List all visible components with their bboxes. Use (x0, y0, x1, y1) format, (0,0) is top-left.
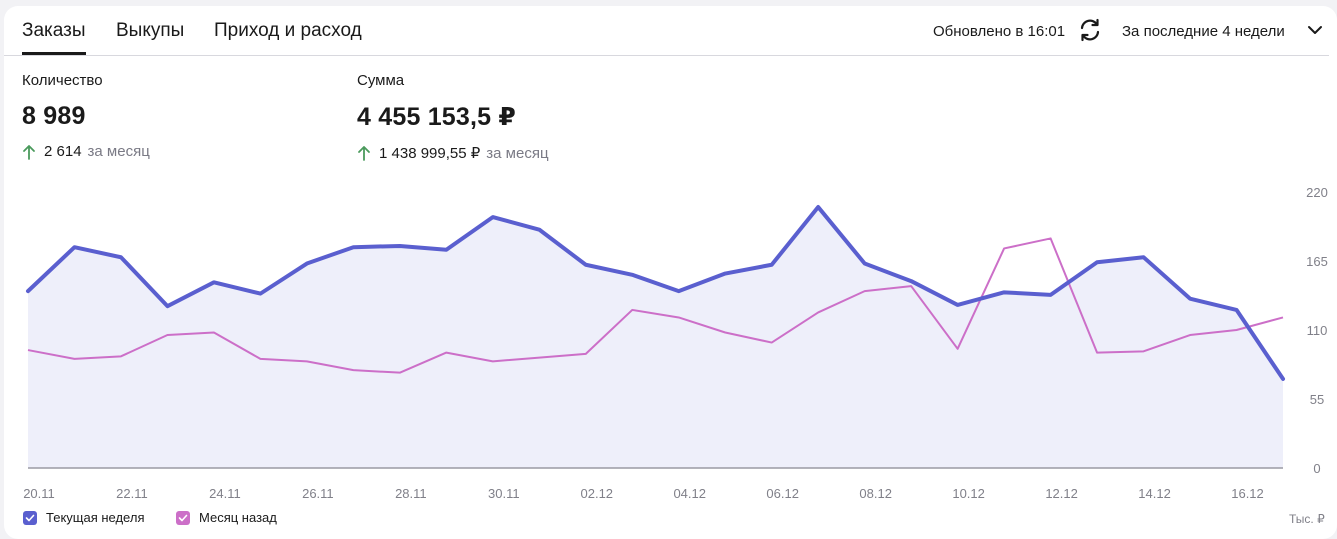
x-tick-label: 12.12 (1045, 486, 1078, 501)
metric-delta: 1 438 999,55 ₽ за месяц (357, 144, 549, 162)
tab-bar: Заказы Выкупы Приход и расход Обновлено … (4, 6, 1329, 56)
delta-suffix: за месяц (486, 144, 549, 162)
metric-label: Сумма (357, 72, 405, 89)
x-tick-label: 02.12 (581, 486, 614, 501)
y-tick-label: 165 (1306, 254, 1328, 269)
y-tick-label: 55 (1310, 392, 1324, 407)
checkbox-icon[interactable] (23, 510, 37, 525)
x-tick-label: 16.12 (1231, 486, 1264, 501)
arrow-up-icon (23, 144, 35, 160)
metric-quantity: Количество 8 989 2 614 за месяц (22, 72, 150, 160)
metric-label: Количество (22, 72, 103, 89)
tab-buyouts[interactable]: Выкупы (116, 20, 185, 41)
checkbox-icon[interactable] (176, 510, 190, 525)
delta-value: 2 614 (44, 143, 82, 160)
x-tick-label: 28.11 (395, 486, 427, 501)
x-tick-label: 14.12 (1138, 486, 1171, 501)
metric-delta: 2 614 за месяц (22, 143, 150, 160)
legend-label: Месяц назад (199, 510, 277, 525)
x-tick-label: 24.11 (209, 486, 241, 501)
y-tick-label: 220 (1306, 185, 1328, 200)
x-tick-label: 04.12 (673, 486, 706, 501)
legend-current[interactable]: Текущая неделя (23, 510, 144, 525)
tab-orders[interactable]: Заказы (22, 20, 86, 55)
x-tick-label: 06.12 (766, 486, 799, 501)
x-tick-label: 26.11 (302, 486, 334, 501)
y-tick-label: 0 (1313, 461, 1320, 476)
arrow-up-icon (358, 146, 370, 161)
x-tick-label: 30.11 (488, 486, 520, 501)
legend-previous[interactable]: Месяц назад (176, 510, 277, 525)
x-tick-label: 08.12 (859, 486, 892, 501)
x-tick-label: 10.12 (952, 486, 985, 501)
legend-label: Текущая неделя (46, 510, 145, 525)
orders-widget: Заказы Выкупы Приход и расход Обновлено … (4, 6, 1337, 539)
y-tick-label: 110 (1307, 323, 1328, 338)
current-area (28, 207, 1283, 468)
chevron-down-icon[interactable] (1307, 24, 1323, 36)
x-tick-label: 22.11 (116, 486, 148, 501)
tab-income-expense[interactable]: Приход и расход (214, 20, 362, 41)
series-line-current (26, 205, 1285, 381)
metric-sum: Сумма 4 455 153,5 ₽ 1 438 999,55 ₽ за ме… (357, 72, 549, 162)
delta-suffix: за месяц (87, 143, 150, 160)
refresh-icon[interactable] (1077, 17, 1103, 43)
metric-value: 8 989 (22, 102, 86, 130)
metric-value: 4 455 153,5 ₽ (357, 103, 517, 131)
x-tick-label: 20.11 (23, 486, 55, 501)
delta-value: 1 438 999,55 ₽ (379, 145, 481, 162)
unit-label: Тыс. ₽ (1289, 512, 1325, 526)
updated-time: Обновлено в 16:01 (933, 23, 1066, 40)
series-line-previous (27, 237, 1284, 374)
period-select[interactable]: За последние 4 недели (1122, 23, 1285, 40)
line-chart: 20.11 22.11 24.11 26.11 28.11 30.11 02.12 04.12… (23, 185, 1328, 501)
